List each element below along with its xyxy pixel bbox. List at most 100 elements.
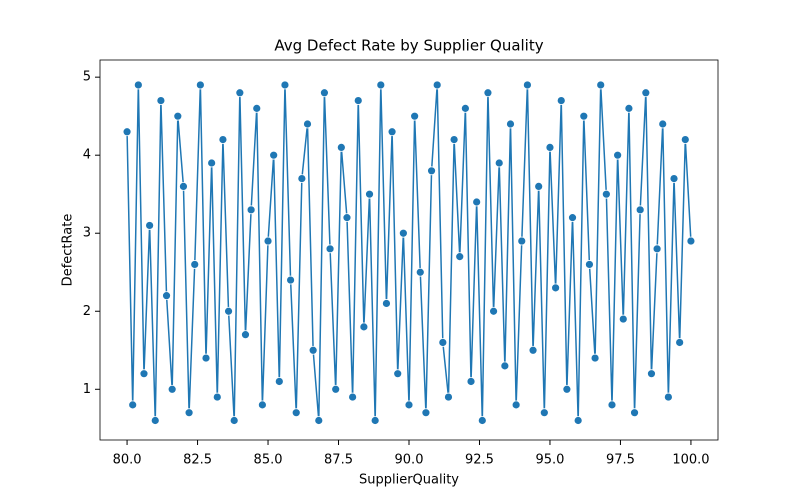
data-point (427, 166, 436, 176)
x-tick-label: 85.0 (254, 453, 283, 468)
data-point (438, 338, 448, 347)
data-point (314, 416, 324, 425)
data-point (556, 96, 566, 105)
data-point (365, 189, 374, 199)
data-point (139, 369, 149, 379)
data-point (483, 88, 493, 98)
data-point (618, 314, 628, 324)
data-point (523, 80, 532, 90)
data-point (218, 135, 228, 144)
data-point (398, 228, 408, 238)
data-point (156, 96, 166, 105)
data-point (207, 158, 217, 168)
data-point (596, 80, 606, 90)
data-point (641, 88, 651, 98)
data-point (336, 142, 346, 152)
data-point (320, 88, 329, 98)
y-tick-label: 5 (83, 70, 91, 85)
data-point (353, 96, 363, 105)
data-point (528, 345, 538, 355)
data-point (235, 88, 245, 98)
data-point (370, 416, 380, 425)
x-tick-label: 90.0 (395, 453, 424, 468)
x-tick-label: 92.5 (465, 453, 494, 468)
data-point (297, 174, 307, 184)
y-tick-label: 1 (83, 382, 91, 397)
data-point (331, 384, 341, 394)
data-point (308, 345, 318, 355)
y-axis-label: DefectRate (61, 214, 76, 287)
data-point (387, 127, 397, 137)
data-point (652, 244, 662, 254)
data-point (460, 103, 470, 113)
data-point (376, 80, 386, 90)
data-point (630, 408, 639, 418)
chart-title: Avg Defect Rate by Supplier Quality (274, 37, 543, 55)
data-point (128, 400, 138, 410)
data-point (663, 392, 673, 402)
data-point (229, 416, 239, 425)
data-point (190, 260, 200, 269)
data-point (647, 369, 656, 379)
data-point (162, 291, 171, 301)
data-point (286, 275, 295, 285)
x-tick-label: 95.0 (535, 453, 564, 468)
data-point (382, 299, 391, 308)
data-point (348, 392, 358, 402)
data-point (224, 306, 233, 316)
data-point (269, 150, 279, 160)
data-point (562, 384, 572, 394)
y-tick-label: 4 (83, 148, 91, 163)
y-tick-label: 3 (83, 226, 91, 241)
data-point (432, 80, 442, 90)
data-point (658, 119, 668, 129)
data-point (359, 322, 369, 332)
data-point (421, 408, 431, 418)
x-tick-label: 87.5 (324, 453, 353, 468)
data-point (511, 400, 521, 410)
data-point (506, 119, 515, 129)
data-point (263, 236, 273, 246)
data-point (686, 236, 696, 246)
data-point (466, 377, 476, 386)
data-point (201, 353, 211, 363)
data-point (195, 80, 205, 90)
data-point (494, 158, 504, 168)
data-point (252, 103, 262, 113)
data-point (500, 361, 510, 371)
data-point (551, 283, 561, 293)
data-point (212, 392, 222, 402)
x-axis-label: SupplierQuality (359, 473, 459, 488)
data-point (303, 119, 312, 129)
data-point (568, 213, 577, 223)
data-point (404, 400, 414, 410)
data-point (274, 377, 284, 386)
data-point (601, 189, 611, 199)
data-point (455, 252, 465, 262)
x-tick-label: 82.5 (183, 453, 212, 468)
data-point (579, 111, 589, 121)
data-point (477, 416, 487, 425)
data-point (173, 111, 183, 121)
data-point (444, 392, 453, 402)
data-point (280, 80, 290, 90)
data-point (257, 400, 267, 410)
axes-frame (99, 59, 719, 441)
data-point (489, 306, 498, 316)
data-point (472, 197, 482, 207)
data-point (517, 236, 527, 246)
data-line (126, 84, 692, 421)
data-point (675, 338, 685, 347)
data-point (241, 330, 250, 340)
data-point (415, 267, 425, 277)
data-point (624, 103, 634, 113)
data-point (246, 205, 256, 215)
x-tick-label: 100.0 (672, 453, 709, 468)
data-point (680, 135, 690, 144)
data-point (133, 80, 143, 90)
data-point (145, 221, 155, 230)
data-point (167, 384, 177, 394)
data-point (585, 260, 594, 269)
data-point (669, 174, 679, 184)
